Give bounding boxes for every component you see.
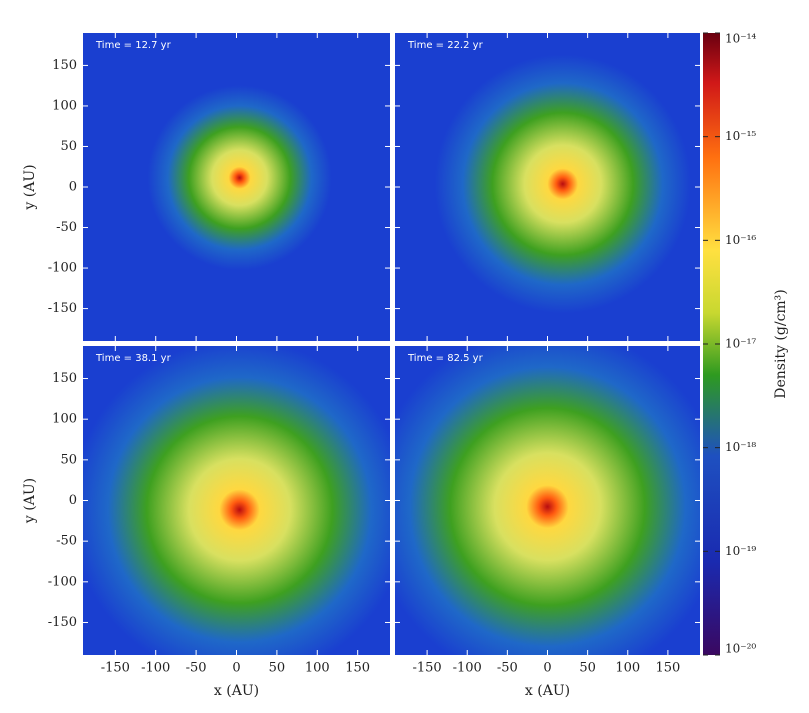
x-tick-label: 100 (615, 661, 640, 676)
x-tick-label: 0 (232, 661, 240, 676)
y-tick-label: -100 (48, 574, 77, 589)
y-tick-label: -50 (56, 220, 77, 235)
x-tick-label: 100 (305, 661, 330, 676)
y-tick-label: 50 (60, 452, 77, 467)
density-map-core (395, 346, 700, 655)
x-tick-label: -50 (497, 661, 518, 676)
y-tick-label: 100 (52, 98, 77, 113)
colorbar-tick-label: 10⁻¹⁸ (725, 440, 756, 454)
y-tick-label: 0 (69, 493, 77, 508)
colorbar (703, 33, 720, 655)
y-axis-label: y (AU) (22, 478, 38, 524)
y-tick-label: 50 (60, 139, 77, 154)
y-tick-label: -50 (56, 534, 77, 549)
y-tick-label: 0 (69, 180, 77, 195)
x-tick-label: -150 (412, 661, 441, 676)
colorbar-tick-label: 10⁻²⁰ (725, 642, 756, 656)
colorbar-tick-label: 10⁻¹⁶ (725, 233, 756, 247)
colorbar-label: Density (g/cm³) (773, 289, 789, 399)
y-axis-label: y (AU) (22, 164, 38, 210)
density-map-core (83, 33, 390, 341)
x-axis-label: x (AU) (525, 683, 570, 699)
density-map-core (395, 33, 700, 341)
panel-title: Time = 12.7 yr (95, 40, 172, 51)
y-tick-label: 100 (52, 412, 77, 427)
x-tick-label: 0 (543, 661, 551, 676)
density-map-core (83, 346, 390, 655)
panel-title: Time = 22.2 yr (407, 40, 484, 51)
x-axis-label: x (AU) (214, 683, 259, 699)
colorbar-tick-label: 10⁻¹⁹ (725, 544, 756, 558)
x-tick-label: 150 (655, 661, 680, 676)
y-tick-label: 150 (52, 58, 77, 73)
y-tick-label: 150 (52, 371, 77, 386)
panel-title: Time = 82.5 yr (407, 353, 484, 364)
x-tick-label: -100 (141, 661, 170, 676)
y-tick-label: -150 (48, 615, 77, 630)
x-tick-label: -150 (101, 661, 130, 676)
colorbar-tick-label: 10⁻¹⁷ (725, 337, 756, 351)
y-tick-label: -100 (48, 261, 77, 276)
colorbar-tick-label: 10⁻¹⁵ (725, 129, 756, 143)
x-tick-label: 50 (579, 661, 596, 676)
x-tick-label: 150 (345, 661, 370, 676)
x-tick-label: 50 (269, 661, 286, 676)
x-tick-label: -50 (186, 661, 207, 676)
y-tick-label: -150 (48, 301, 77, 316)
colorbar-tick-label: 10⁻¹⁴ (725, 32, 756, 46)
x-tick-label: -100 (453, 661, 482, 676)
panel-title: Time = 38.1 yr (95, 353, 172, 364)
